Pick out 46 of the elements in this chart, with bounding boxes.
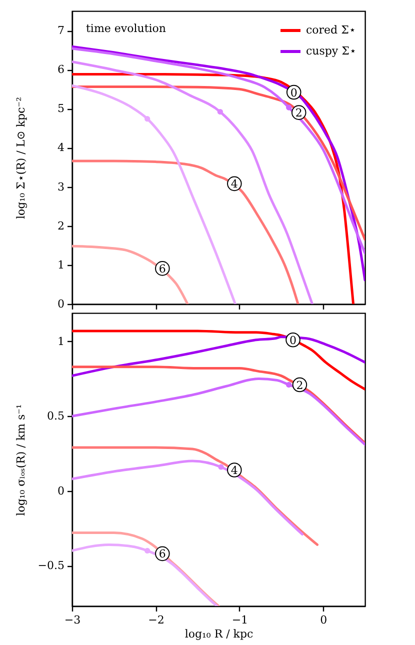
annotation: 4 xyxy=(230,178,238,191)
legend-label: cored Σ⋆ xyxy=(306,24,356,36)
point xyxy=(218,464,224,470)
annotation: 2 xyxy=(295,106,302,120)
point xyxy=(217,108,223,115)
annotation: 6 xyxy=(158,262,166,276)
line-series xyxy=(72,244,189,304)
point xyxy=(286,104,292,110)
x-axis-title: log₁₀ R / kpc xyxy=(184,628,254,640)
y-tick-label: 0 xyxy=(58,484,64,498)
x-tick-label: −3 xyxy=(64,614,81,626)
annotation: 6 xyxy=(158,548,166,561)
y-tick-label: 1 xyxy=(58,334,64,348)
annotation: 2 xyxy=(296,378,304,392)
line-series xyxy=(72,86,365,241)
y-tick-label: 0.5 xyxy=(47,410,64,423)
annotation: 0 xyxy=(290,86,298,100)
x-tick-label: −1 xyxy=(232,614,248,626)
line-series xyxy=(72,330,365,390)
line-series xyxy=(72,460,304,536)
point xyxy=(144,116,150,122)
y-tick-label: 1 xyxy=(58,258,64,272)
line-series xyxy=(72,543,218,606)
annotation: 0 xyxy=(290,334,297,347)
line-series xyxy=(72,160,300,304)
y-axis-title: log₁₀ Σ⋆(R) / L⊙ kpc⁻² xyxy=(14,97,28,219)
annotation: 4 xyxy=(230,464,238,477)
line-series xyxy=(72,84,236,304)
x-tick-label: −2 xyxy=(148,614,164,626)
legend-label: cuspy Σ⋆ xyxy=(306,44,356,58)
line-series xyxy=(72,336,365,378)
y-tick-label: 3 xyxy=(58,180,64,194)
y-tick-label: 7 xyxy=(58,24,64,38)
y-tick-label: 4 xyxy=(58,141,64,154)
y-tick-label: 5 xyxy=(58,102,64,116)
annotation: time evolution xyxy=(86,22,166,35)
y-tick-label: 2 xyxy=(58,219,64,232)
x-tick-label: 0 xyxy=(320,614,328,626)
y-tick-label: −0.5 xyxy=(38,559,64,572)
y-tick-label: 0 xyxy=(58,298,64,310)
line-series xyxy=(72,60,314,304)
line-series xyxy=(72,378,365,446)
point xyxy=(286,382,292,388)
point xyxy=(144,548,150,554)
y-axis-title: log₁₀ σₗₒₛ(R) / km s⁻¹ xyxy=(14,404,28,516)
y-tick-label: 6 xyxy=(58,63,64,76)
